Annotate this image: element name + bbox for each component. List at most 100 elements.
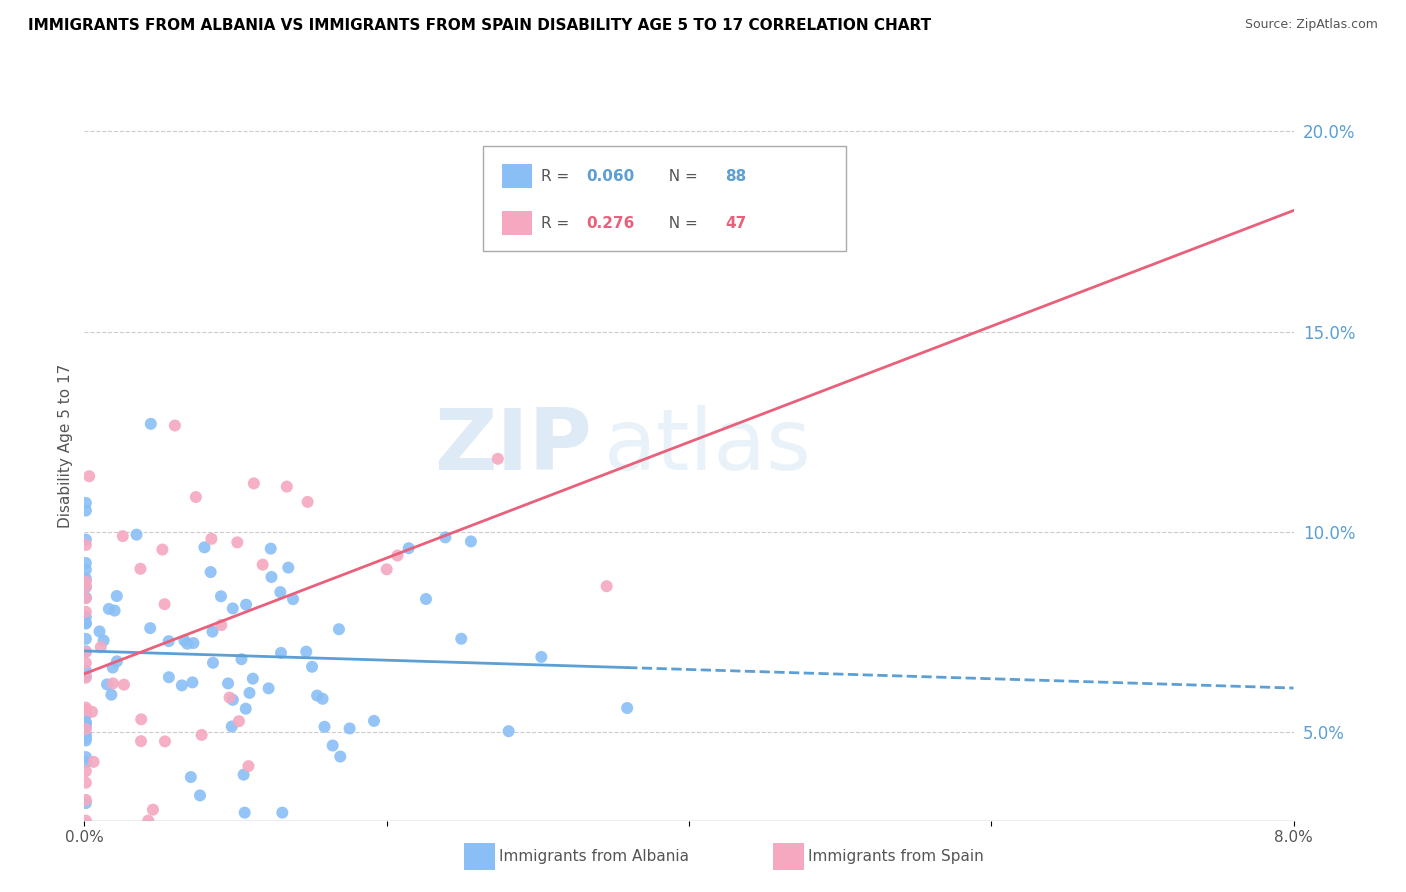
Point: [328, 622, 350, 636]
Point: [260, 570, 283, 584]
Point: [89, 624, 111, 639]
Point: [238, 686, 260, 700]
Point: [281, 592, 304, 607]
Point: [200, 565, 222, 579]
Point: [270, 646, 292, 660]
Point: [75, 580, 97, 594]
Point: [157, 634, 180, 648]
Point: [218, 690, 240, 705]
Point: [75, 700, 97, 714]
FancyBboxPatch shape: [502, 211, 531, 235]
Point: [139, 417, 162, 431]
Point: [75, 574, 97, 589]
Point: [75, 533, 97, 547]
Point: [153, 597, 176, 611]
Point: [75, 775, 97, 789]
Text: ZIP: ZIP: [434, 404, 592, 488]
Point: [136, 814, 159, 828]
Point: [142, 803, 165, 817]
Point: [75, 707, 97, 722]
Point: [201, 624, 224, 639]
Point: [75, 671, 97, 685]
Point: [100, 688, 122, 702]
Point: [153, 734, 176, 748]
Point: [93, 633, 115, 648]
Point: [209, 590, 232, 604]
Point: [75, 727, 97, 741]
Point: [97, 602, 120, 616]
Point: [75, 538, 97, 552]
Point: [243, 476, 266, 491]
Point: [252, 558, 274, 572]
Point: [170, 678, 193, 692]
Point: [434, 530, 457, 544]
Point: [322, 739, 344, 753]
Point: [75, 605, 97, 619]
Point: [75, 572, 97, 586]
Point: [96, 677, 118, 691]
Text: atlas: atlas: [605, 404, 813, 488]
Point: [387, 549, 409, 563]
Text: 0.060: 0.060: [586, 169, 634, 184]
Point: [163, 418, 186, 433]
Point: [129, 712, 152, 726]
Point: [75, 610, 97, 624]
Point: [375, 562, 398, 576]
Point: [277, 560, 299, 574]
Point: [398, 541, 420, 556]
Point: [260, 541, 283, 556]
Point: [188, 789, 211, 803]
Text: N =: N =: [659, 169, 703, 184]
Point: [173, 633, 195, 648]
Point: [415, 592, 437, 607]
Point: [233, 805, 256, 820]
Point: [75, 764, 97, 778]
Text: R =: R =: [541, 216, 575, 231]
Point: [269, 585, 291, 599]
Point: [276, 479, 298, 493]
Point: [150, 542, 173, 557]
Point: [339, 722, 361, 736]
Text: 88: 88: [725, 169, 747, 184]
Point: [200, 532, 222, 546]
Point: [222, 693, 245, 707]
Point: [530, 649, 553, 664]
Point: [75, 716, 97, 731]
Point: [176, 637, 198, 651]
Point: [75, 719, 97, 733]
Point: [75, 615, 97, 630]
Point: [235, 702, 257, 716]
Point: [129, 562, 152, 576]
Text: Immigrants from Spain: Immigrants from Spain: [808, 849, 984, 863]
Point: [75, 556, 97, 570]
Point: [105, 589, 128, 603]
Point: [450, 632, 472, 646]
Point: [75, 793, 97, 807]
Point: [75, 632, 97, 646]
Point: [616, 701, 638, 715]
Text: IMMIGRANTS FROM ALBANIA VS IMMIGRANTS FROM SPAIN DISABILITY AGE 5 TO 17 CORRELAT: IMMIGRANTS FROM ALBANIA VS IMMIGRANTS FR…: [28, 18, 931, 33]
FancyBboxPatch shape: [484, 146, 846, 252]
Point: [105, 654, 128, 668]
Point: [75, 656, 97, 670]
Point: [75, 580, 97, 594]
Point: [498, 724, 520, 739]
Text: 0.276: 0.276: [586, 216, 634, 231]
Point: [222, 601, 245, 615]
Point: [101, 676, 124, 690]
Point: [297, 495, 319, 509]
Point: [90, 640, 112, 655]
Point: [201, 656, 224, 670]
Point: [75, 563, 97, 577]
Point: [75, 644, 97, 658]
Point: [75, 669, 97, 683]
Point: [75, 616, 97, 631]
Point: [307, 689, 329, 703]
Point: [111, 529, 134, 543]
Point: [75, 796, 97, 810]
Point: [75, 591, 97, 605]
Point: [75, 496, 97, 510]
Point: [180, 770, 202, 784]
Point: [75, 664, 97, 678]
Point: [295, 645, 318, 659]
